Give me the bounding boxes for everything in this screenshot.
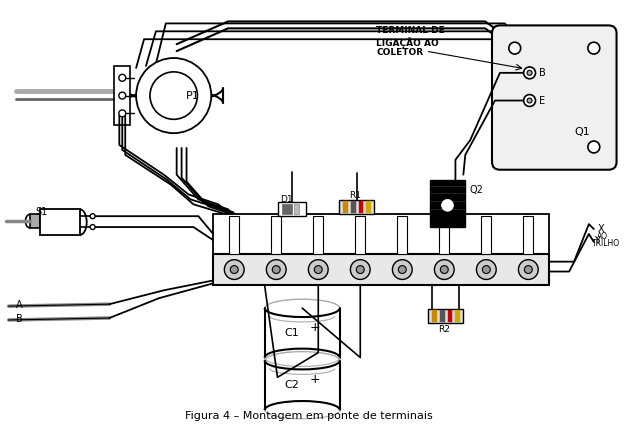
Circle shape	[509, 42, 521, 54]
Circle shape	[482, 266, 490, 274]
Circle shape	[441, 266, 448, 274]
Bar	[428, 309, 463, 323]
Text: D1: D1	[281, 196, 293, 204]
Circle shape	[588, 42, 600, 54]
Bar	[229, 216, 239, 254]
Bar	[356, 216, 365, 254]
Bar	[439, 216, 449, 254]
Bar	[213, 254, 549, 285]
Bar	[279, 202, 306, 216]
Circle shape	[476, 260, 496, 280]
Text: +: +	[310, 373, 321, 386]
Text: B: B	[16, 314, 22, 324]
Bar	[456, 310, 461, 322]
Circle shape	[90, 224, 95, 230]
Circle shape	[224, 260, 244, 280]
Circle shape	[434, 260, 454, 280]
Bar	[432, 310, 437, 322]
Bar	[339, 200, 374, 214]
Circle shape	[588, 141, 600, 153]
Text: LIGAÇÃO AO: LIGAÇÃO AO	[376, 37, 439, 48]
Text: R2: R2	[438, 325, 449, 334]
Bar	[271, 216, 281, 254]
Text: C1: C1	[284, 328, 299, 338]
Circle shape	[119, 92, 126, 99]
Bar	[40, 209, 80, 235]
Circle shape	[527, 98, 532, 103]
Bar	[439, 310, 444, 322]
Circle shape	[314, 266, 322, 274]
Circle shape	[442, 199, 454, 211]
Text: Y: Y	[594, 236, 600, 246]
Text: Q1: Q1	[574, 127, 590, 137]
Text: E: E	[539, 96, 546, 105]
Circle shape	[524, 266, 532, 274]
Circle shape	[150, 72, 198, 119]
Bar	[31, 214, 40, 228]
Circle shape	[119, 74, 126, 81]
Text: A: A	[16, 300, 22, 310]
Text: P1: P1	[186, 91, 199, 101]
Bar	[448, 310, 452, 322]
Text: AO: AO	[597, 232, 608, 241]
Text: TERMINAL DE: TERMINAL DE	[376, 26, 445, 35]
Bar	[313, 216, 323, 254]
Circle shape	[136, 58, 211, 133]
Circle shape	[392, 260, 412, 280]
Bar	[481, 216, 491, 254]
Circle shape	[519, 260, 538, 280]
Circle shape	[230, 266, 238, 274]
Text: X: X	[598, 224, 604, 234]
Text: Figura 4 – Montagem em ponte de terminais: Figura 4 – Montagem em ponte de terminai…	[185, 411, 433, 421]
Bar	[114, 66, 130, 125]
Text: B: B	[539, 68, 546, 78]
Circle shape	[524, 95, 536, 106]
Bar	[523, 216, 533, 254]
Bar	[359, 201, 364, 213]
FancyBboxPatch shape	[492, 26, 616, 170]
Text: +: +	[310, 321, 321, 334]
Bar	[351, 201, 356, 213]
Circle shape	[308, 260, 328, 280]
Circle shape	[272, 266, 280, 274]
Bar	[282, 204, 292, 214]
Text: TRILHO: TRILHO	[592, 239, 620, 248]
Bar	[366, 201, 371, 213]
Circle shape	[398, 266, 406, 274]
Circle shape	[266, 260, 286, 280]
Circle shape	[119, 110, 126, 117]
Circle shape	[356, 266, 364, 274]
Bar	[398, 216, 408, 254]
Circle shape	[527, 71, 532, 75]
Text: COLETOR: COLETOR	[376, 48, 424, 57]
Text: Q2: Q2	[469, 184, 483, 195]
Bar	[213, 214, 549, 256]
Circle shape	[351, 260, 370, 280]
Circle shape	[90, 214, 95, 218]
Text: C2: C2	[284, 380, 299, 390]
Bar	[294, 204, 299, 214]
Text: S1: S1	[35, 207, 48, 217]
Circle shape	[524, 67, 536, 79]
Bar	[342, 201, 348, 213]
Text: R1: R1	[349, 192, 361, 201]
Bar	[430, 180, 465, 227]
